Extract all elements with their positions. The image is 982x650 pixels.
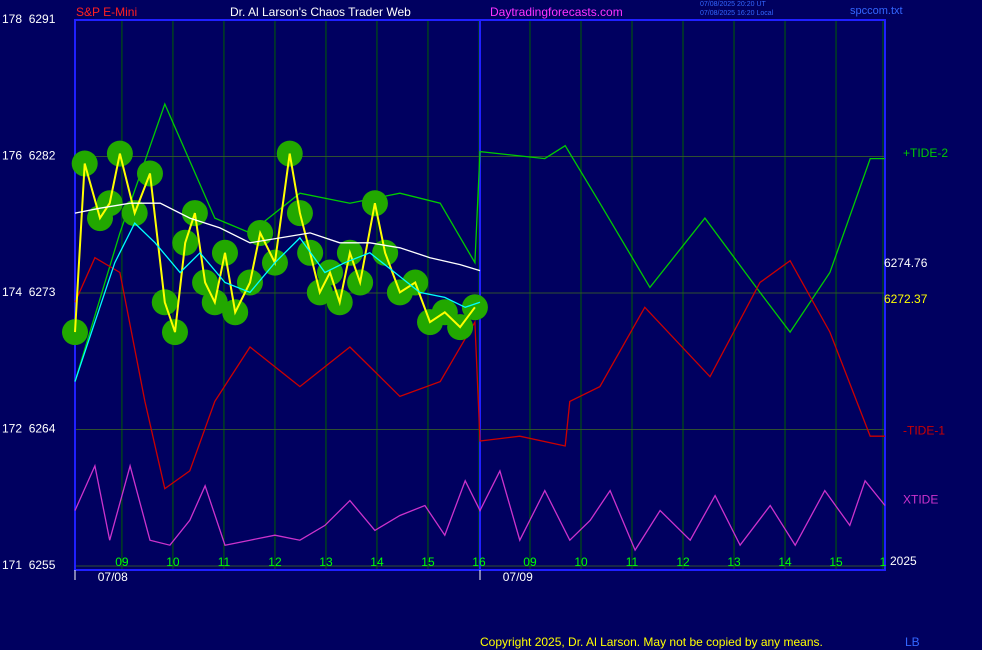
symbol: S&P E-Mini bbox=[76, 5, 137, 19]
time-local: 07/08/2025 16:20 Local bbox=[700, 10, 774, 17]
title: Dr. Al Larson's Chaos Trader Web bbox=[230, 5, 411, 19]
highlight-ball bbox=[461, 294, 488, 321]
last-value: 6272.37 bbox=[884, 292, 928, 306]
y-tick-label: 172 6264 bbox=[2, 422, 56, 436]
x-tick-label: 1 bbox=[880, 555, 887, 569]
x-tick-label: 11 bbox=[218, 555, 231, 569]
copyright: Copyright 2025, Dr. Al Larson. May not b… bbox=[480, 635, 823, 649]
highlight-ball bbox=[62, 319, 88, 346]
x-tick-label: 10 bbox=[574, 555, 588, 569]
x-tick-label: 15 bbox=[421, 555, 435, 569]
file-name: spccom.txt bbox=[850, 5, 903, 17]
date-label: 07/09 bbox=[503, 570, 533, 584]
legend-label: XTIDE bbox=[903, 493, 938, 507]
site: Daytradingforecasts.com bbox=[490, 5, 623, 19]
initials: LB bbox=[905, 635, 920, 649]
x-tick-label: 10 bbox=[166, 555, 180, 569]
year-label: 2025 bbox=[890, 554, 917, 568]
x-tick-label: 14 bbox=[778, 555, 792, 569]
x-tick-label: 13 bbox=[319, 555, 333, 569]
date-label: 07/08 bbox=[98, 570, 128, 584]
x-tick-label: 16 bbox=[472, 555, 486, 569]
legend-label: +TIDE-2 bbox=[903, 146, 948, 160]
series-line bbox=[74, 463, 886, 552]
x-tick-label: 13 bbox=[727, 555, 741, 569]
y-tick-label: 178 6291 bbox=[2, 12, 56, 26]
x-tick-label: 09 bbox=[115, 555, 129, 569]
series-line bbox=[74, 256, 885, 490]
series-line bbox=[74, 102, 885, 382]
x-tick-label: 12 bbox=[676, 555, 690, 569]
legend-label: -TIDE-1 bbox=[903, 423, 945, 437]
x-tick-label: 12 bbox=[268, 555, 282, 569]
series-line bbox=[74, 222, 481, 382]
last-value: 6274.76 bbox=[884, 256, 928, 270]
x-tick-label: 15 bbox=[829, 555, 843, 569]
y-tick-label: 171 6255 bbox=[2, 558, 56, 572]
series-line bbox=[74, 202, 481, 272]
series-line bbox=[74, 153, 476, 333]
x-tick-label: 11 bbox=[626, 555, 639, 569]
x-tick-label: 09 bbox=[523, 555, 537, 569]
y-tick-label: 174 6273 bbox=[2, 285, 56, 299]
y-tick-label: 176 6282 bbox=[2, 149, 56, 163]
x-tick-label: 14 bbox=[370, 555, 384, 569]
time-ut: 07/08/2025 20:20 UT bbox=[700, 1, 766, 8]
